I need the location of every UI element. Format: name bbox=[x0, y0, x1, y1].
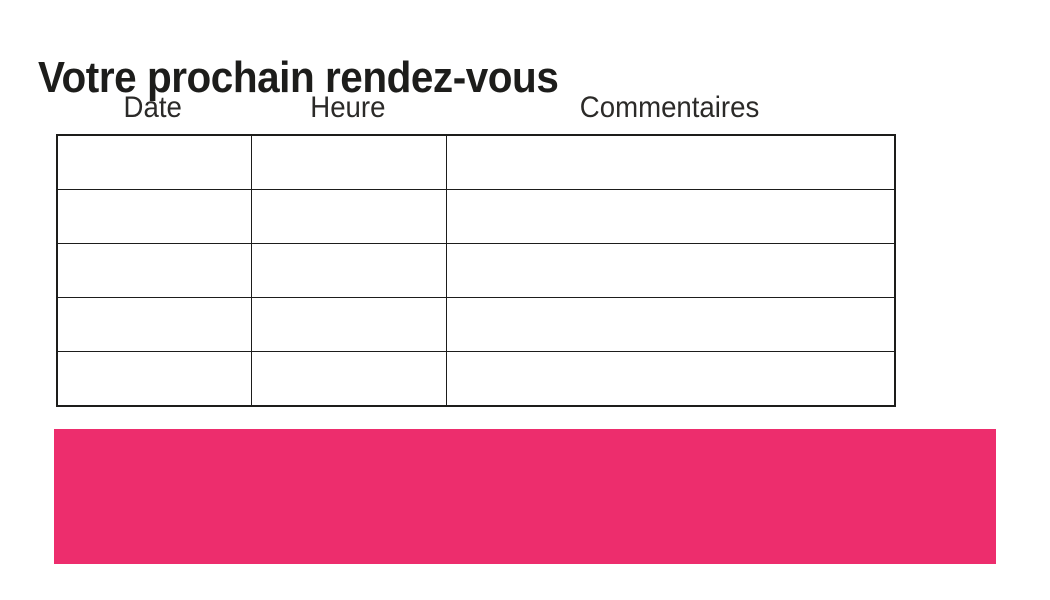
table-cell bbox=[445, 189, 896, 244]
table-cell bbox=[445, 351, 896, 407]
table-cell bbox=[250, 297, 447, 352]
page-title: Votre prochain rendez-vous bbox=[38, 53, 559, 103]
table-cell bbox=[56, 297, 252, 352]
table-row bbox=[56, 351, 896, 407]
column-header-heure: Heure bbox=[250, 90, 445, 126]
table-cell bbox=[445, 243, 896, 298]
table-row bbox=[56, 243, 896, 298]
highlight-banner bbox=[54, 429, 996, 564]
column-header-date-label: Date bbox=[123, 91, 183, 124]
table-cell bbox=[56, 134, 252, 190]
table-row bbox=[56, 189, 896, 244]
appointments-table-body bbox=[56, 134, 896, 407]
table-row bbox=[56, 134, 896, 190]
table-cell bbox=[445, 134, 896, 190]
table-cell bbox=[445, 297, 896, 352]
table-header-row: Date Heure Commentaires bbox=[56, 90, 894, 126]
table-cell bbox=[56, 189, 252, 244]
table-cell bbox=[250, 189, 447, 244]
table-cell bbox=[56, 243, 252, 298]
column-header-heure-label: Heure bbox=[309, 91, 386, 124]
table-row bbox=[56, 297, 896, 352]
table-cell bbox=[250, 134, 447, 190]
table-cell bbox=[250, 351, 447, 407]
appointments-table bbox=[56, 134, 896, 407]
column-header-date: Date bbox=[56, 90, 250, 126]
column-header-commentaires: Commentaires bbox=[445, 90, 894, 126]
column-header-commentaires-label: Commentaires bbox=[579, 91, 760, 124]
table-cell bbox=[250, 243, 447, 298]
table-cell bbox=[56, 351, 252, 407]
